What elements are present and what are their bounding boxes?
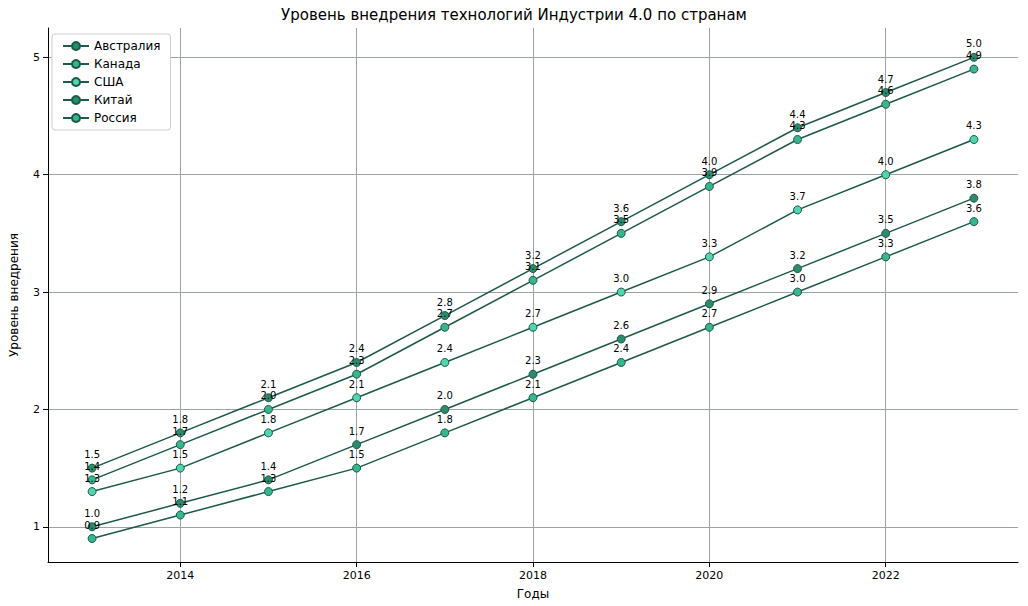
svg-text:4.3: 4.3 [790, 120, 806, 131]
svg-text:Уровень внедрения технологий И: Уровень внедрения технологий Индустрии 4… [281, 6, 747, 24]
svg-text:2.0: 2.0 [261, 390, 277, 401]
svg-text:3.7: 3.7 [790, 191, 806, 202]
svg-text:2.1: 2.1 [349, 379, 365, 390]
svg-text:2.6: 2.6 [613, 320, 629, 331]
svg-text:США: США [94, 75, 124, 89]
svg-text:2.4: 2.4 [437, 343, 453, 354]
svg-text:3.0: 3.0 [613, 273, 629, 284]
svg-text:3.1: 3.1 [525, 261, 541, 272]
svg-text:0.9: 0.9 [84, 520, 100, 531]
svg-text:1.5: 1.5 [84, 449, 100, 460]
svg-text:1.5: 1.5 [349, 449, 365, 460]
svg-text:3.5: 3.5 [878, 214, 894, 225]
svg-text:4.0: 4.0 [701, 156, 717, 167]
svg-text:2.7: 2.7 [701, 308, 717, 319]
svg-text:4.6: 4.6 [878, 85, 894, 96]
svg-text:3.8: 3.8 [966, 179, 982, 190]
svg-text:1: 1 [33, 520, 40, 533]
svg-text:2.0: 2.0 [437, 390, 453, 401]
svg-text:1.8: 1.8 [437, 414, 453, 425]
svg-text:3: 3 [33, 286, 40, 299]
svg-text:4.3: 4.3 [966, 120, 982, 131]
svg-text:1.3: 1.3 [261, 473, 277, 484]
svg-text:5: 5 [33, 51, 40, 64]
svg-text:2020: 2020 [695, 569, 723, 582]
svg-text:1.8: 1.8 [261, 414, 277, 425]
svg-text:Уровень внедрения: Уровень внедрения [7, 233, 21, 357]
svg-text:3.6: 3.6 [966, 203, 982, 214]
svg-text:4.0: 4.0 [878, 156, 894, 167]
svg-text:5.0: 5.0 [966, 38, 982, 49]
svg-text:1.3: 1.3 [84, 473, 100, 484]
svg-text:2.1: 2.1 [525, 379, 541, 390]
svg-text:1.0: 1.0 [84, 508, 100, 519]
svg-text:2.7: 2.7 [437, 308, 453, 319]
svg-text:2.3: 2.3 [525, 355, 541, 366]
svg-text:Россия: Россия [94, 111, 137, 125]
svg-text:2.4: 2.4 [613, 343, 629, 354]
svg-text:1.4: 1.4 [84, 461, 100, 472]
svg-text:3.5: 3.5 [613, 214, 629, 225]
svg-text:2014: 2014 [166, 569, 194, 582]
svg-text:2.8: 2.8 [437, 297, 453, 308]
svg-text:Годы: Годы [517, 587, 549, 601]
svg-text:2.4: 2.4 [349, 343, 365, 354]
svg-text:4.9: 4.9 [966, 50, 982, 61]
svg-text:3.2: 3.2 [525, 250, 541, 261]
svg-text:3.0: 3.0 [790, 273, 806, 284]
svg-text:2: 2 [33, 403, 40, 416]
svg-text:1.4: 1.4 [261, 461, 277, 472]
svg-text:2016: 2016 [343, 569, 371, 582]
svg-text:Канада: Канада [94, 57, 141, 71]
svg-text:1.5: 1.5 [172, 449, 188, 460]
svg-text:3.3: 3.3 [701, 238, 717, 249]
svg-text:3.6: 3.6 [613, 203, 629, 214]
svg-text:2018: 2018 [519, 569, 547, 582]
svg-text:1.8: 1.8 [172, 414, 188, 425]
svg-text:4.7: 4.7 [878, 74, 894, 85]
svg-text:1.7: 1.7 [349, 426, 365, 437]
svg-text:1.2: 1.2 [172, 484, 188, 495]
svg-text:4: 4 [33, 168, 40, 181]
svg-text:4.4: 4.4 [790, 109, 806, 120]
svg-text:1.7: 1.7 [172, 426, 188, 437]
svg-text:2.3: 2.3 [349, 355, 365, 366]
svg-text:3.3: 3.3 [878, 238, 894, 249]
svg-text:1.1: 1.1 [172, 496, 188, 507]
svg-text:2.1: 2.1 [261, 379, 277, 390]
svg-text:2.9: 2.9 [701, 285, 717, 296]
svg-text:Китай: Китай [94, 93, 132, 107]
svg-text:Австралия: Австралия [94, 39, 161, 53]
svg-text:3.9: 3.9 [701, 167, 717, 178]
svg-text:2022: 2022 [872, 569, 900, 582]
svg-text:3.2: 3.2 [790, 250, 806, 261]
svg-text:2.7: 2.7 [525, 308, 541, 319]
